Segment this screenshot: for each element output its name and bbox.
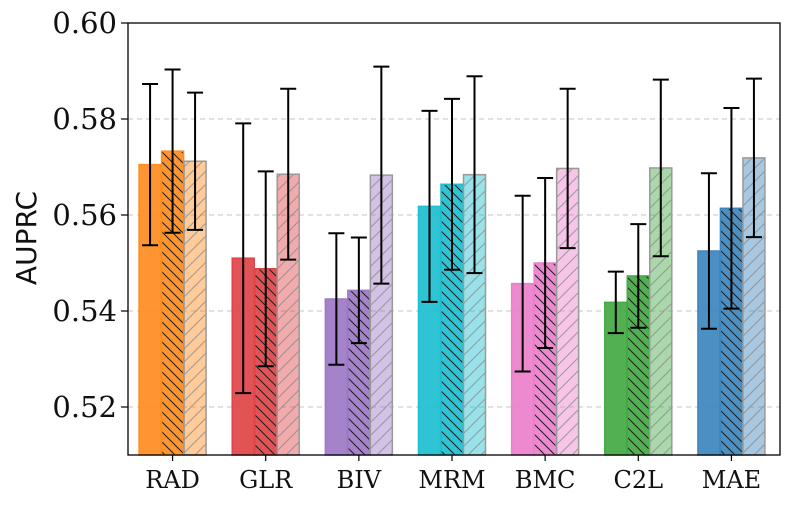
y-tick-label: 0.58 bbox=[52, 102, 117, 136]
bars bbox=[138, 150, 766, 456]
x-tick-label: MAE bbox=[702, 466, 761, 494]
y-tick-label: 0.60 bbox=[52, 6, 117, 40]
bar-hatch bbox=[463, 174, 486, 455]
x-tick-label: BIV bbox=[337, 466, 382, 494]
bar-hatch bbox=[720, 208, 743, 455]
bar-hatch bbox=[370, 175, 393, 455]
bar-hatch bbox=[534, 263, 557, 455]
plot-frame bbox=[127, 22, 781, 456]
bar-mrm-s1 bbox=[418, 206, 441, 455]
y-tick-label: 0.54 bbox=[52, 294, 117, 328]
bar-mae-s1 bbox=[697, 251, 720, 455]
bar-hatch bbox=[347, 290, 370, 455]
x-tick-label: RAD bbox=[145, 466, 200, 494]
bar-rad-s1 bbox=[139, 164, 162, 455]
x-tick-label: C2L bbox=[613, 466, 663, 494]
y-tick-label: 0.52 bbox=[52, 390, 117, 424]
axes: 0.52 0.54 0.56 0.58 0.60 RAD GLR BIV MRM BMC C2L MA… bbox=[52, 6, 781, 494]
bar-c2l-s1 bbox=[604, 302, 627, 455]
bar-hatch bbox=[441, 184, 463, 455]
x-tick-label: GLR bbox=[239, 466, 293, 494]
x-tick-label: MRM bbox=[418, 466, 485, 494]
bar-hatch bbox=[742, 157, 765, 455]
bar-hatch bbox=[556, 168, 579, 455]
bar-hatch bbox=[161, 151, 184, 455]
bar-hatch bbox=[649, 167, 672, 455]
y-tick-label: 0.56 bbox=[52, 198, 117, 232]
bar-hatch bbox=[277, 174, 300, 455]
error-bars bbox=[142, 65, 762, 395]
bar-hatch bbox=[184, 161, 207, 456]
bar-hatch bbox=[627, 275, 650, 455]
bar-biv-s1 bbox=[325, 299, 348, 455]
x-tick-label: BMC bbox=[515, 466, 576, 494]
y-axis-label: AUPRC bbox=[10, 191, 43, 285]
